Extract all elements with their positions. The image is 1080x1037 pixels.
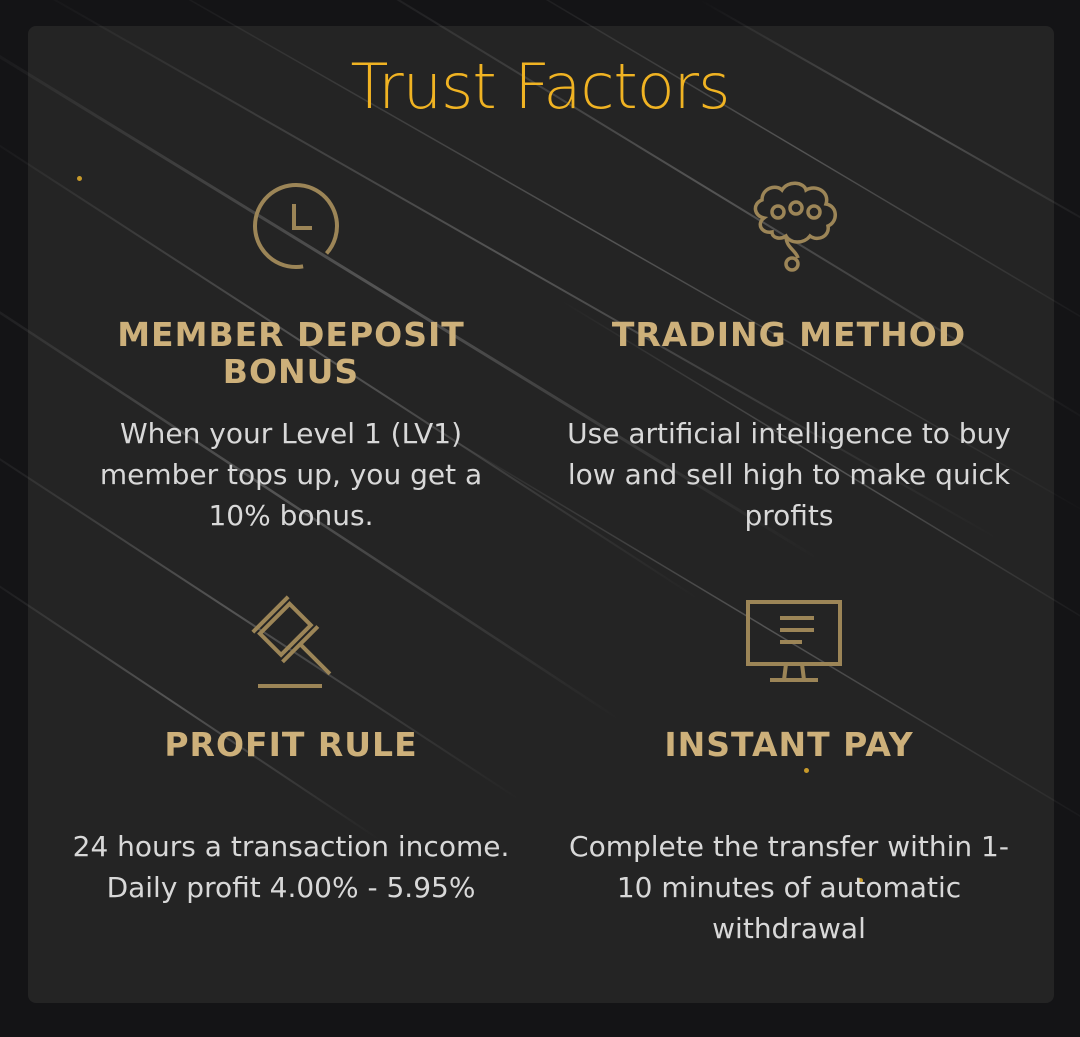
brain-icon <box>744 176 844 276</box>
feature-heading: MEMBER DEPOSIT BONUS <box>117 315 465 391</box>
feature-description: Complete the transfer within 1-10 minute… <box>569 830 1009 945</box>
monitor-icon <box>744 590 844 690</box>
feature-heading: INSTANT PAY <box>664 725 914 764</box>
decorative-dot <box>77 176 82 181</box>
decorative-dot <box>858 878 863 883</box>
gavel-icon <box>246 590 346 690</box>
feature-description: Use artificial intelligence to buy low a… <box>567 417 1011 532</box>
feature-description: When your Level 1 (LV1) member tops up, … <box>99 417 483 532</box>
section-title: Trust Factors <box>350 50 731 123</box>
clock-icon <box>246 176 346 276</box>
feature-heading: PROFIT RULE <box>164 725 418 764</box>
feature-description: 24 hours a transaction income. Daily pro… <box>72 830 510 904</box>
decorative-dot <box>804 768 809 773</box>
feature-heading: TRADING METHOD <box>611 315 967 354</box>
